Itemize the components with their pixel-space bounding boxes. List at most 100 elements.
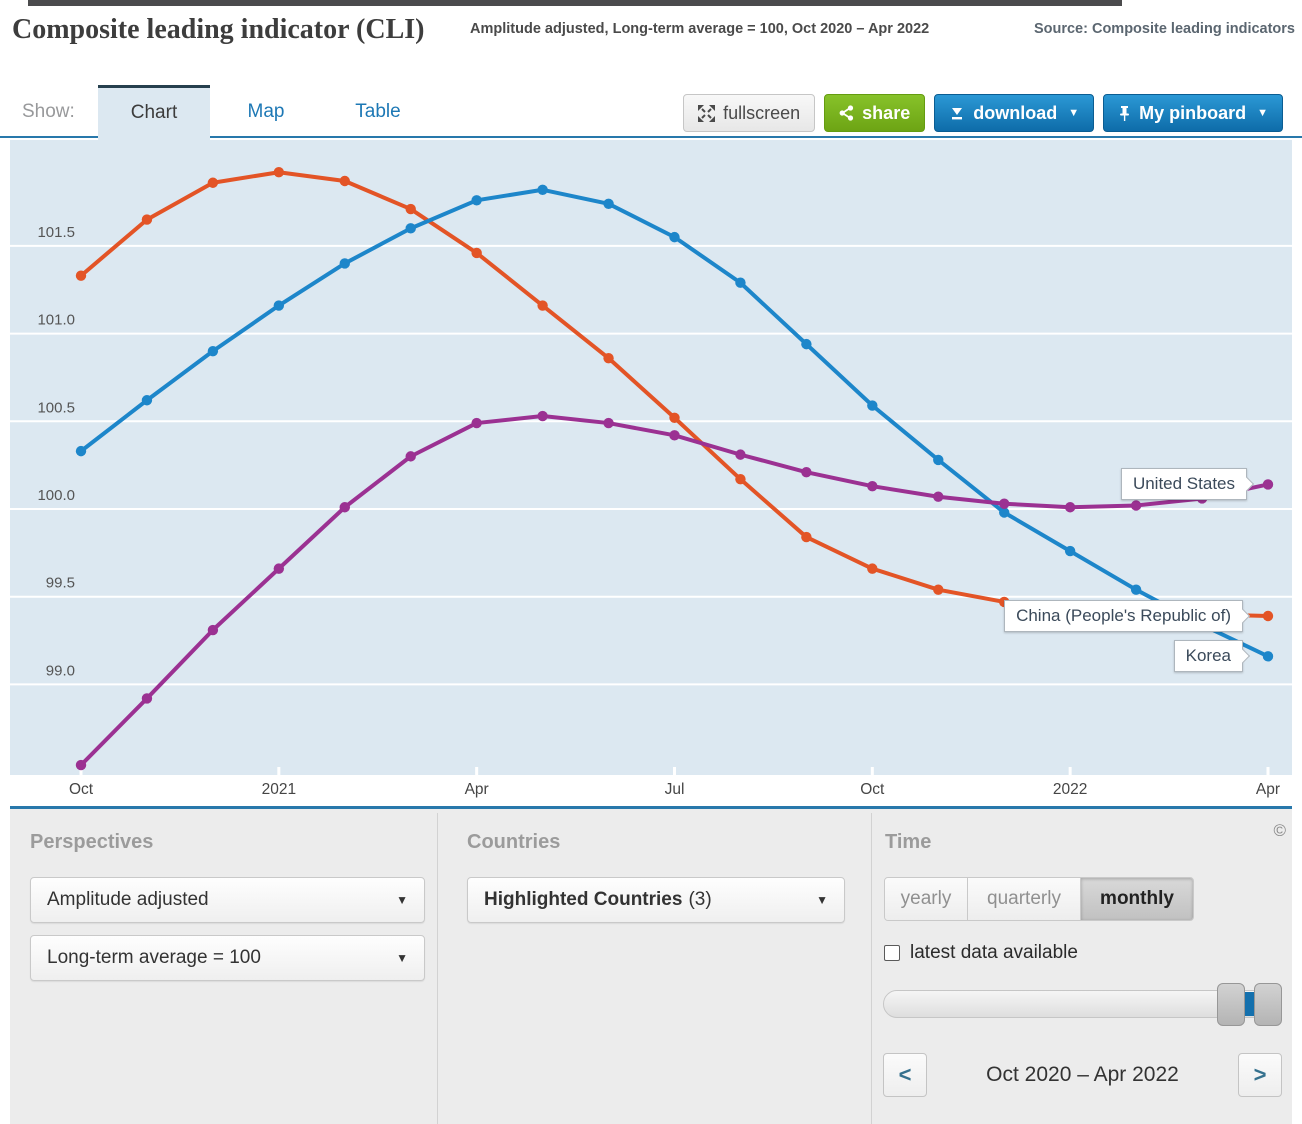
countries-dropdown[interactable]: Highlighted Countries (3) ▼ bbox=[467, 877, 845, 923]
download-button[interactable]: download ▼ bbox=[934, 94, 1095, 132]
data-point[interactable] bbox=[1262, 479, 1274, 490]
chevron-down-icon: ▼ bbox=[816, 893, 828, 907]
x-axis-label: Jul bbox=[664, 781, 685, 798]
data-point[interactable] bbox=[141, 214, 153, 225]
x-axis-label: Oct bbox=[860, 781, 885, 798]
perspective-dropdown-1[interactable]: Amplitude adjusted ▼ bbox=[30, 877, 425, 923]
data-point[interactable] bbox=[735, 449, 746, 460]
data-point[interactable] bbox=[471, 247, 482, 259]
data-point[interactable] bbox=[867, 563, 878, 574]
series-name: United States bbox=[1132, 474, 1235, 494]
series-line[interactable] bbox=[79, 414, 1270, 768]
perspective-dropdown-2[interactable]: Long-term average = 100 ▼ bbox=[30, 935, 425, 981]
time-next-button[interactable]: > bbox=[1238, 1053, 1282, 1097]
frequency-monthly-button[interactable]: monthly bbox=[1081, 878, 1193, 920]
series-end-label: United States bbox=[1120, 468, 1255, 501]
time-range-start-handle[interactable] bbox=[1217, 983, 1245, 1026]
frequency-yearly-button[interactable]: yearly bbox=[885, 878, 968, 920]
share-label: share bbox=[862, 102, 911, 123]
perspectives-heading: Perspectives bbox=[30, 831, 154, 853]
data-point[interactable] bbox=[207, 177, 219, 188]
countries-count: (3) bbox=[688, 889, 712, 910]
data-point[interactable] bbox=[1130, 584, 1142, 595]
data-point[interactable] bbox=[273, 563, 285, 574]
latest-data-checkbox[interactable] bbox=[884, 945, 900, 961]
data-point[interactable] bbox=[669, 430, 680, 441]
tab-table[interactable]: Table bbox=[355, 101, 401, 122]
tab-map[interactable]: Map bbox=[247, 101, 285, 122]
data-point[interactable] bbox=[1064, 502, 1076, 513]
data-point[interactable] bbox=[75, 759, 87, 771]
data-point[interactable] bbox=[471, 417, 482, 429]
fullscreen-icon bbox=[698, 104, 716, 122]
data-point[interactable] bbox=[339, 502, 350, 513]
data-point[interactable] bbox=[669, 412, 680, 423]
x-tick-mark bbox=[277, 767, 281, 775]
panel-divider bbox=[437, 813, 438, 1124]
data-point[interactable] bbox=[471, 195, 482, 206]
data-point[interactable] bbox=[537, 410, 548, 422]
x-tick-mark bbox=[672, 767, 676, 775]
tab-chart[interactable]: Chart bbox=[98, 85, 210, 140]
data-point[interactable] bbox=[933, 454, 944, 466]
frequency-quarterly-button[interactable]: quarterly bbox=[968, 878, 1081, 920]
toolbar-buttons: fullscreen share download ▼ My pinboard bbox=[683, 94, 1283, 132]
data-point[interactable] bbox=[933, 491, 944, 502]
data-point[interactable] bbox=[75, 445, 87, 457]
y-tick-label: 100.5 bbox=[37, 399, 75, 416]
data-point[interactable] bbox=[405, 203, 416, 215]
data-point[interactable] bbox=[735, 277, 746, 288]
data-point[interactable] bbox=[1262, 651, 1274, 662]
copyright-icon[interactable]: © bbox=[1273, 821, 1286, 840]
data-point[interactable] bbox=[537, 184, 548, 195]
fullscreen-button[interactable]: fullscreen bbox=[683, 94, 816, 132]
data-point[interactable] bbox=[1064, 545, 1076, 557]
chevron-down-icon: ▼ bbox=[396, 951, 408, 965]
y-tick-label: 99.0 bbox=[46, 662, 75, 679]
data-point[interactable] bbox=[1262, 610, 1274, 622]
data-point[interactable] bbox=[339, 258, 350, 269]
x-tick-mark bbox=[1266, 767, 1270, 775]
data-point[interactable] bbox=[735, 473, 746, 485]
data-point[interactable] bbox=[141, 395, 153, 406]
pinboard-button[interactable]: My pinboard ▼ bbox=[1103, 94, 1283, 132]
data-point[interactable] bbox=[603, 417, 614, 429]
data-point[interactable] bbox=[1130, 500, 1142, 511]
data-point[interactable] bbox=[933, 584, 944, 595]
data-point[interactable] bbox=[141, 693, 153, 704]
x-tick-mark bbox=[475, 767, 479, 775]
frequency-toggle: yearly quarterly monthly bbox=[884, 877, 1194, 921]
data-point[interactable] bbox=[339, 175, 350, 187]
perspective-dropdown-2-value: Long-term average = 100 bbox=[47, 947, 261, 968]
time-prev-button[interactable]: < bbox=[883, 1053, 927, 1097]
data-point[interactable] bbox=[801, 338, 812, 350]
series-end-label: China (People's Republic of) bbox=[1004, 599, 1251, 632]
data-point[interactable] bbox=[999, 507, 1010, 518]
time-range-end-handle[interactable] bbox=[1254, 983, 1282, 1026]
data-point[interactable] bbox=[207, 624, 219, 636]
data-point[interactable] bbox=[405, 223, 416, 234]
data-point[interactable] bbox=[867, 400, 878, 411]
data-point[interactable] bbox=[207, 345, 219, 357]
data-point[interactable] bbox=[999, 498, 1010, 509]
source-label: Source: Composite leading indicators bbox=[1033, 21, 1295, 37]
data-point[interactable] bbox=[603, 198, 614, 210]
time-range-slider[interactable] bbox=[883, 990, 1282, 1018]
data-point[interactable] bbox=[75, 270, 87, 281]
data-point[interactable] bbox=[603, 352, 614, 364]
data-point[interactable] bbox=[669, 231, 680, 243]
share-button[interactable]: share bbox=[824, 94, 926, 132]
x-axis-label: 2021 bbox=[261, 781, 297, 798]
x-axis-label: Apr bbox=[1255, 781, 1281, 798]
fullscreen-label: fullscreen bbox=[723, 102, 801, 123]
data-point[interactable] bbox=[273, 167, 285, 178]
time-range-label: Oct 2020 – Apr 2022 bbox=[986, 1063, 1179, 1086]
cli-line-chart[interactable]: 101.5 101.0 100.5 100.0 99.5 99.0 bbox=[10, 140, 1292, 775]
data-point[interactable] bbox=[801, 466, 812, 478]
data-point[interactable] bbox=[405, 451, 416, 462]
data-point[interactable] bbox=[801, 531, 812, 543]
data-point[interactable] bbox=[273, 300, 285, 311]
data-point[interactable] bbox=[537, 300, 548, 311]
data-point[interactable] bbox=[867, 480, 878, 492]
